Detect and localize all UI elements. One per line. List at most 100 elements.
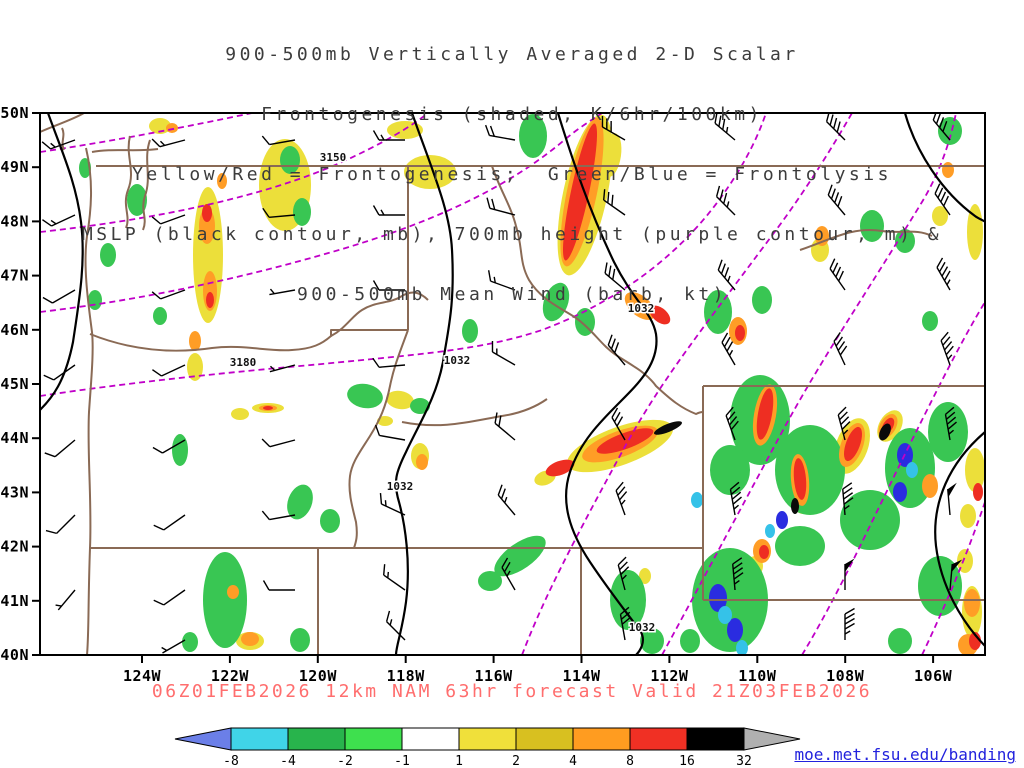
wind-barb: [385, 610, 406, 641]
columbia-river: [330, 291, 429, 337]
barb-full: [616, 416, 624, 427]
barb-full: [379, 492, 383, 505]
shaded-region: [775, 425, 845, 515]
barb-full: [719, 189, 724, 201]
wind-barb: [152, 364, 186, 377]
barb-full: [718, 115, 722, 127]
barb-full: [497, 484, 503, 496]
lon-label: 108W: [826, 667, 865, 685]
shaded-region: [410, 398, 430, 414]
shaded-region: [153, 307, 167, 325]
shaded-region: [932, 206, 948, 226]
wind-barb: [721, 332, 736, 366]
colorbar-tick-label: 8: [626, 754, 634, 768]
island: [61, 127, 65, 151]
barb-full: [837, 406, 847, 416]
shaded-region: [187, 353, 203, 381]
barb-full: [945, 406, 955, 415]
barb-full: [619, 561, 628, 571]
lat-label: 45N: [0, 375, 29, 393]
barb-full: [838, 270, 844, 282]
wind-barb: [262, 207, 296, 218]
barb-full: [731, 491, 742, 500]
wind-barb: [153, 589, 186, 606]
barb-full: [945, 345, 954, 356]
lat-label: 40N: [0, 646, 29, 664]
barb-full: [936, 257, 944, 268]
barb-full: [372, 130, 380, 141]
shaded-region: [775, 526, 825, 566]
title-line-2: Frontogenesis (shaded, K/6hr/100km): [261, 104, 763, 125]
barb-full: [491, 198, 496, 210]
shaded-region: [840, 490, 900, 550]
barb-full: [732, 496, 742, 505]
state-borders: [41, 114, 984, 654]
wind-barb: [604, 262, 626, 291]
barb-shaft: [383, 574, 406, 591]
barb-flag: [845, 558, 855, 572]
barb-flag: [947, 482, 957, 498]
mslp-contour: [934, 431, 984, 647]
barb-full: [732, 562, 743, 570]
wind-barb: [152, 439, 186, 454]
barb-full: [730, 486, 741, 495]
wind-barb: [261, 510, 296, 521]
shaded-region: [386, 390, 414, 410]
wind-barb: [936, 257, 951, 291]
shaded-region: [542, 282, 570, 322]
barb-full: [44, 452, 56, 458]
colorbar: -8 -4 -2 -1 1 2 4 8 16 32: [174, 727, 801, 768]
barb-full: [723, 192, 728, 204]
shaded-region: [879, 423, 891, 441]
lon-label: 118W: [387, 667, 426, 685]
barb-full: [842, 487, 853, 495]
barb-full: [728, 416, 738, 426]
colorbar-segment: [572, 727, 631, 751]
wind-barb: [844, 558, 855, 590]
shaded-region: [241, 632, 259, 646]
shaded-region: [290, 628, 310, 652]
barb-half: [734, 580, 740, 585]
shaded-region: [960, 504, 976, 528]
mslp-contours: [41, 114, 984, 654]
barb-full: [42, 296, 53, 304]
barb-half: [269, 288, 275, 295]
barb-half: [50, 219, 57, 225]
barb-half: [844, 630, 851, 635]
barb-full: [617, 556, 627, 566]
barb-full: [261, 135, 270, 145]
wind-barb: [269, 364, 296, 373]
credit-link[interactable]: moe.met.fsu.edu/banding: [794, 745, 1016, 764]
wind-barb: [372, 357, 406, 368]
lat-label: 50N: [0, 104, 29, 122]
wind-barb: [607, 334, 626, 366]
barb-full: [834, 192, 840, 203]
shaded-region: [843, 426, 863, 462]
barb-half: [733, 504, 740, 510]
wa-or-border: [89, 329, 408, 352]
barb-shaft: [54, 439, 76, 458]
lon-label: 106W: [914, 667, 953, 685]
barb-full: [372, 205, 380, 216]
wind-barb: [603, 189, 626, 216]
wind-barb: [484, 124, 516, 141]
barb-shaft: [53, 364, 76, 381]
barb-half: [384, 500, 387, 507]
wind-barb: [42, 214, 76, 227]
barb-full: [730, 420, 739, 431]
colorbar-segment: [287, 727, 346, 751]
wind-barb: [825, 114, 846, 141]
map-axes: 50N 49N 48N 47N 46N 45N 44N 43N 42N 41N 40N 124W 122…: [0, 104, 952, 685]
wind-barb: [55, 589, 76, 611]
wind-barb: [44, 439, 76, 458]
barb-shaft: [52, 289, 76, 304]
wind-barb: [725, 406, 739, 441]
shaded-region: [793, 458, 807, 500]
contour-label: 1032: [629, 621, 656, 634]
barb-shaft: [163, 514, 186, 531]
barb-half: [506, 570, 511, 577]
wind-barb: [372, 205, 405, 216]
puget-sound: [124, 135, 132, 229]
wind-barb: [827, 184, 846, 216]
